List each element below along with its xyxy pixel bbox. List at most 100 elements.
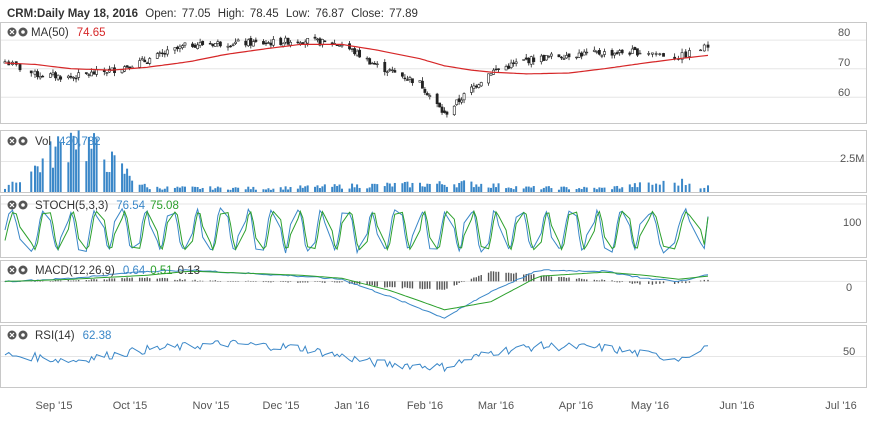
macd-hist-bar [429,281,431,289]
macd-hist-bar [88,280,90,282]
candle [155,53,159,59]
volume-bar [4,188,6,192]
candle [59,76,63,80]
candle [365,57,369,60]
macd-hist-bar [631,281,634,284]
svg-text:RSI(14)62.38: RSI(14) 62.38 [35,330,111,342]
macd-hist-bar [280,281,282,282]
volume-bar [59,142,62,192]
macd-hist-bar [304,281,306,283]
macd-hist-bar [123,278,126,282]
candle [638,52,642,55]
volume-bar [244,189,247,192]
macd-hist-bar [578,278,580,282]
price-candles [3,34,710,118]
volume-bar [85,161,88,192]
macd-hist-bar [232,281,234,282]
volume-bar [146,187,149,192]
candle [41,75,45,78]
volume-bar [436,183,439,192]
stoch-d-value: 75.08 [150,200,179,212]
grid-lines [1,39,866,357]
volume-bar [636,187,639,192]
volume-bar [216,186,219,192]
x-tick-label: Feb '16 [407,400,443,412]
remove-icon[interactable] [7,200,17,210]
volume-bar [141,184,144,192]
candle [281,43,285,47]
remove-icon[interactable] [7,265,17,275]
volume-bar [603,187,606,192]
candle [56,74,60,80]
volume-bar [267,188,270,192]
macd-hist-bar [227,281,229,282]
macd-hist-bar [201,280,204,282]
candle [504,66,508,71]
macd-hist-bar [478,275,480,282]
stoch-k-line [4,206,709,255]
candle [145,62,149,64]
volume-bar [515,186,518,192]
candle [173,47,177,51]
macd-hist-bar [366,281,368,285]
candle [565,55,568,59]
candle [163,53,167,55]
candle [158,52,162,54]
volume-bar [495,187,498,192]
candle [244,40,248,46]
settings-gear-icon[interactable] [18,27,28,37]
volume-bar [512,189,515,192]
volume-bar [183,186,186,192]
candle [421,80,424,89]
volume-bar [126,168,129,192]
candle [390,69,394,72]
volume-bar [366,188,369,192]
candle [370,62,374,65]
settings-gear-icon[interactable] [18,330,28,340]
macd-hist-bar [603,279,606,282]
macd-hist-bar [156,278,158,282]
macd-hist-bar [128,278,131,282]
candle [472,85,476,89]
remove-icon[interactable] [7,27,17,37]
candle [191,43,194,47]
settings-gear-icon[interactable] [18,265,28,275]
macd-hist-bar [424,281,426,290]
macd-hist-bar [146,277,148,282]
y-tick-label: 0 [846,282,852,294]
volume-bar [565,187,568,192]
volume-bar [262,189,265,192]
candle [226,45,230,48]
macd-hist-bar [565,277,568,282]
macd-hist-bar [333,281,336,283]
macd-hist-bar [214,280,217,282]
volume-bar [527,186,530,192]
volume-bar [163,188,166,192]
volume-bar [460,181,463,192]
macd-hist-bar [376,281,378,287]
volume-bar [249,189,252,192]
macd-hist-bar [699,280,702,282]
x-tick-label: Sep '15 [36,400,73,412]
volume-bar [69,132,72,192]
remove-icon[interactable] [7,136,17,146]
volume-bar [34,165,36,192]
macd-label: MACD(12,26,9) [35,265,115,277]
volume-bar [269,189,272,192]
macd-hist-bar [613,281,616,282]
macd-hist-bar [199,280,201,282]
volume-bar [419,182,421,192]
volume-bar [673,182,676,192]
candle [680,52,684,60]
remove-icon[interactable] [7,330,17,340]
volume-bar [287,189,290,192]
volume-bar [580,188,583,192]
macd-hist-bar [540,275,543,282]
settings-gear-icon[interactable] [18,136,28,146]
settings-gear-icon[interactable] [18,200,28,210]
header-open-label: Open: [145,8,176,20]
header-low-label: Low: [286,8,310,20]
candle [699,49,702,52]
candle [544,54,548,61]
candle [411,78,414,84]
